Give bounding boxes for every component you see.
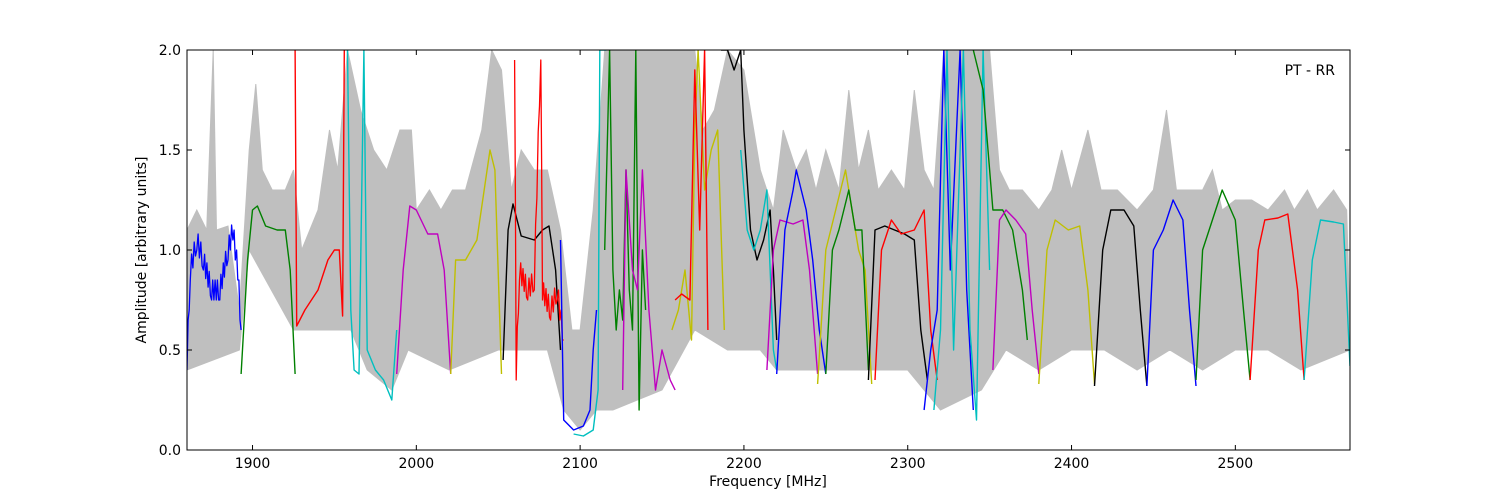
series-line-31 <box>1249 213 1305 381</box>
y-tick-label: 1.5 <box>159 143 181 159</box>
y-tick-label: 1.0 <box>159 243 181 259</box>
x-tick-label: 2200 <box>726 456 762 472</box>
series-line-6 <box>450 149 503 375</box>
series-line-9 <box>559 239 598 431</box>
y-axis: 0.0 0.5 1.0 1.5 2.0 <box>159 43 1350 459</box>
series-line-20 <box>825 189 870 375</box>
series-line-10 <box>573 50 607 437</box>
series-line-8 <box>513 59 564 381</box>
x-tick-label: 1900 <box>235 456 271 472</box>
y-axis-title: Amplitude [arbitrary units] <box>134 157 150 344</box>
series-line-30 <box>1195 189 1251 381</box>
series-line-32 <box>1303 219 1350 381</box>
series-line-12 <box>622 169 676 391</box>
series-line-13 <box>671 50 725 341</box>
series-line-14 <box>674 50 709 331</box>
series-line-5 <box>396 205 452 375</box>
y-tick-label: 2.0 <box>159 43 181 59</box>
series-line-7 <box>502 203 562 361</box>
series-line-25 <box>972 50 1028 341</box>
x-tick-label: 2400 <box>1054 456 1090 472</box>
series-line-29 <box>1146 199 1197 387</box>
series-line-26 <box>992 209 1040 375</box>
series-line-22 <box>874 209 938 381</box>
x-tick-label: 2300 <box>890 456 926 472</box>
series-line-4 <box>346 50 398 401</box>
series-line-2 <box>240 205 296 375</box>
x-tick-label: 2100 <box>562 456 598 472</box>
series-line-24 <box>933 50 991 421</box>
plot-area <box>187 50 1350 437</box>
x-axis: 1900 2000 2100 2200 2300 2400 2500 <box>235 50 1253 472</box>
y-tick-label: 0.5 <box>159 343 181 359</box>
series-line-17 <box>766 219 819 375</box>
series-line-28 <box>1093 209 1148 387</box>
series-line-23 <box>923 50 974 411</box>
x-tick-label: 2000 <box>399 456 435 472</box>
series-line-27 <box>1038 219 1096 385</box>
x-tick-label: 2500 <box>1218 456 1254 472</box>
panel-annotation: PT - RR <box>1285 63 1336 79</box>
series-line-16 <box>740 149 778 371</box>
series-group <box>187 50 1350 437</box>
x-axis-title: Frequency [MHz] <box>709 474 827 490</box>
series-line-1 <box>187 224 242 371</box>
series-line-15 <box>721 50 778 341</box>
y-tick-label: 0.0 <box>159 443 181 459</box>
series-line-18 <box>776 169 827 375</box>
series-line-3 <box>294 50 345 327</box>
